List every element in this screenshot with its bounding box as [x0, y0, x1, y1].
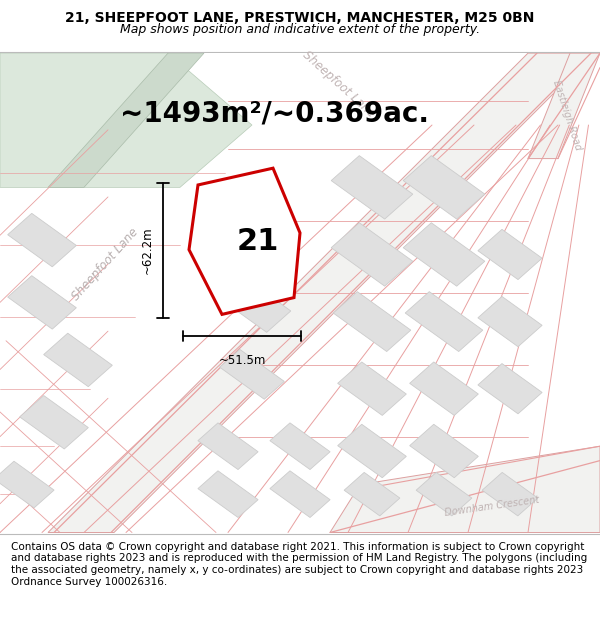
Polygon shape [213, 206, 291, 265]
Text: ~51.5m: ~51.5m [218, 354, 266, 367]
Polygon shape [44, 333, 112, 387]
Polygon shape [8, 276, 76, 329]
Polygon shape [20, 396, 88, 449]
Polygon shape [198, 471, 258, 518]
Polygon shape [333, 292, 411, 351]
Polygon shape [405, 292, 483, 351]
Polygon shape [528, 53, 600, 159]
Polygon shape [482, 472, 538, 516]
Polygon shape [48, 53, 594, 532]
Polygon shape [213, 272, 291, 332]
Polygon shape [220, 349, 284, 399]
Polygon shape [478, 364, 542, 414]
Polygon shape [478, 296, 542, 347]
Text: Map shows position and indicative extent of the property.: Map shows position and indicative extent… [120, 23, 480, 36]
Text: 21: 21 [237, 227, 279, 256]
Polygon shape [344, 472, 400, 516]
Polygon shape [270, 471, 330, 518]
Polygon shape [410, 362, 478, 416]
Polygon shape [403, 222, 485, 286]
Polygon shape [330, 446, 600, 532]
Text: Downham Crescent: Downham Crescent [444, 494, 540, 518]
Polygon shape [0, 53, 252, 187]
Polygon shape [189, 168, 300, 314]
Polygon shape [270, 423, 330, 469]
Text: ~62.2m: ~62.2m [141, 226, 154, 274]
Polygon shape [0, 461, 54, 508]
Polygon shape [8, 213, 76, 267]
Text: ~1493m²/~0.369ac.: ~1493m²/~0.369ac. [120, 99, 429, 127]
Polygon shape [48, 53, 204, 187]
Polygon shape [478, 229, 542, 279]
Polygon shape [198, 423, 258, 469]
Text: Contains OS data © Crown copyright and database right 2021. This information is : Contains OS data © Crown copyright and d… [11, 542, 587, 586]
Polygon shape [403, 156, 485, 219]
Polygon shape [331, 222, 413, 286]
Text: Sheepfoot Lane: Sheepfoot Lane [300, 49, 378, 120]
Polygon shape [338, 424, 406, 478]
Polygon shape [416, 472, 472, 516]
Text: Sheepfoot Lane: Sheepfoot Lane [69, 226, 141, 302]
Polygon shape [338, 362, 406, 416]
Polygon shape [410, 424, 478, 478]
Text: Eastleigh Road: Eastleigh Road [551, 79, 583, 152]
Polygon shape [331, 156, 413, 219]
Text: 21, SHEEPFOOT LANE, PRESTWICH, MANCHESTER, M25 0BN: 21, SHEEPFOOT LANE, PRESTWICH, MANCHESTE… [65, 11, 535, 24]
